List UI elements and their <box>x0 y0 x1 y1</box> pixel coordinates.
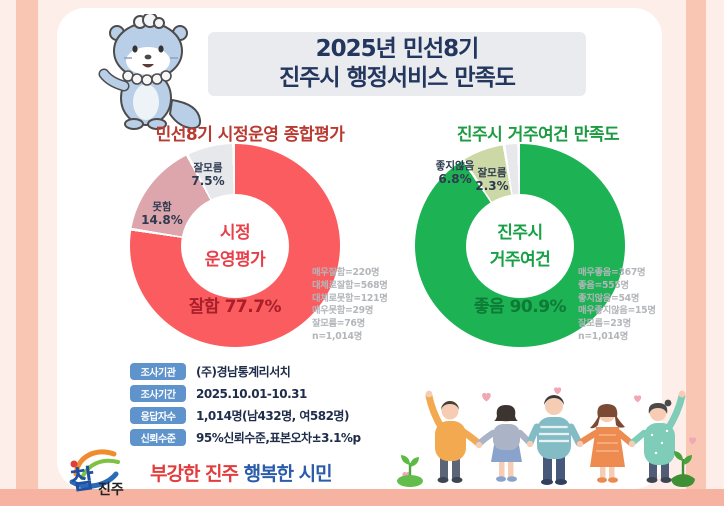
svg-text:진주: 진주 <box>98 481 124 496</box>
people-holding-hands-illustration <box>397 387 697 487</box>
table-row: 조사기관 (주)경남통계리서치 <box>130 363 361 380</box>
city-slogan: 부강한 진주 행복한 시민 <box>150 459 333 486</box>
sprout-icon <box>671 451 695 487</box>
person-orange-sweater <box>425 390 483 483</box>
frame-band-bottom <box>0 489 724 506</box>
svg-text:참: 참 <box>69 464 97 496</box>
left-donut-center-line2: 운영평가 <box>204 250 266 270</box>
left-donut-chart: 시정 운영평가 잘함 77.7% <box>130 144 340 347</box>
survey-label-badge: 조사기간 <box>130 385 186 402</box>
right-slice-label-notgood: 좋지않음 6.8% <box>435 160 475 187</box>
table-row: 조사기간 2025.10.01-10.31 <box>130 385 361 402</box>
right-chart-title: 진주시 거주여건 만족도 <box>456 125 620 145</box>
person-gray-top-woman <box>475 405 534 482</box>
slogan-red-part: 부강한 진주 <box>150 463 239 485</box>
right-slice-label-unknown: 잘모름 2.3% <box>475 167 509 194</box>
survey-label-badge: 조사기관 <box>130 363 186 380</box>
main-title-line1: 2025년 민선8기 <box>315 36 480 63</box>
table-row: 응답자수 1,014명(남432명, 여582명) <box>130 407 361 424</box>
right-donut-hole <box>466 193 574 298</box>
right-donut-center-line1: 진주시 <box>497 223 543 243</box>
person-striped-sweater-man <box>526 395 583 485</box>
left-chart-stats: 매우잘함=220명 대체로잘함=568명 대체로못함=121명 매우못함=29명… <box>312 267 388 343</box>
left-donut-center-line1: 시정 <box>219 223 251 243</box>
table-row: 신뢰수준 95%신뢰수준,표본오차±3.1%p <box>130 429 361 446</box>
frame-stripe-right <box>686 0 706 506</box>
main-title-line2: 진주시 행정서비스 만족도 <box>279 65 516 91</box>
left-slice-label-unknown: 잘모름 7.5% <box>191 162 225 189</box>
sprout-icon <box>397 455 423 487</box>
survey-info-table: 조사기관 (주)경남통계리서치 조사기간 2025.10.01-10.31 응답… <box>130 363 361 446</box>
jinju-city-logo-icon: 참 진주 <box>69 449 124 496</box>
main-title-box: 2025년 민선8기 진주시 행정서비스 만족도 <box>208 32 586 96</box>
survey-value: 2025.10.01-10.31 <box>196 386 307 401</box>
survey-label-badge: 응답자수 <box>130 407 186 424</box>
survey-value: 1,014명(남432명, 여582명) <box>196 409 349 423</box>
right-donut-center-line2: 거주여건 <box>489 250 551 270</box>
right-donut-chart: 진주시 거주여건 좋음 90.9% <box>415 144 625 347</box>
left-slice-label-poor: 못함 14.8% <box>141 201 183 228</box>
person-teal-sweater-person <box>628 390 686 483</box>
person-orange-dress-woman <box>576 404 635 483</box>
right-donut-main-label: 좋음 90.9% <box>473 297 567 317</box>
left-donut-main-label: 잘함 77.7% <box>188 297 282 317</box>
left-donut-hole <box>181 193 289 298</box>
left-chart-title: 민선8기 시정운영 종합평가 <box>155 125 345 145</box>
survey-value: (주)경남통계리서치 <box>196 365 291 379</box>
right-chart-stats: 매우좋음=367명 좋음=555명 좋지않음=54명 매우좋지않음=15명 잘모… <box>578 267 656 343</box>
slogan-blue-part: 행복한 시민 <box>238 463 333 485</box>
survey-label-badge: 신뢰수준 <box>130 429 186 446</box>
otter-mascot-icon <box>98 14 202 130</box>
survey-value: 95%신뢰수준,표본오차±3.1%p <box>196 431 361 445</box>
frame-stripe-left <box>16 0 38 506</box>
